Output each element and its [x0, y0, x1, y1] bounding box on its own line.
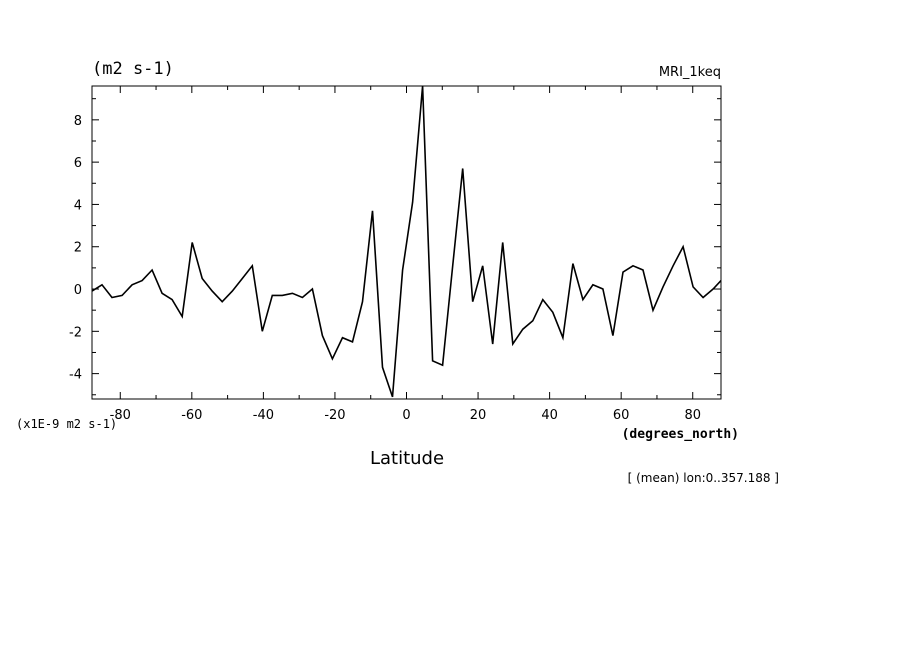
x-axis-label: Latitude	[370, 448, 444, 469]
y-scale-label: (x1E-9 m2 s-1)	[16, 417, 117, 431]
series-layer	[91, 85, 722, 398]
x-tick-label: -40	[253, 408, 274, 423]
plot-frame	[91, 85, 722, 400]
x-tick-label: 0	[402, 408, 410, 423]
x-tick-label: 20	[470, 408, 487, 423]
x-tick-label: 60	[613, 408, 630, 423]
x-tick-label: -80	[110, 408, 131, 423]
x-units-label: (degrees_north)	[622, 427, 739, 442]
lon-annotation: [ (mean) lon:0..357.188 ]	[628, 471, 779, 485]
x-tick-label: -20	[324, 408, 345, 423]
y-tick-label: 6	[74, 156, 82, 171]
y-tick-label: 8	[74, 114, 82, 129]
y-tick-label: -4	[69, 368, 82, 383]
x-tick-label: -60	[181, 408, 202, 423]
y-tick-label: 0	[74, 283, 82, 298]
x-tick-label: 80	[684, 408, 701, 423]
y-tick-label: 4	[74, 198, 82, 213]
y-tick-label: -2	[69, 325, 82, 340]
model-label: MRI_1keq	[659, 65, 721, 80]
series-line	[91, 85, 722, 398]
x-tick-label: 40	[541, 408, 558, 423]
chart-title: (m2 s-1)	[92, 59, 174, 79]
y-tick-label: 2	[74, 241, 82, 256]
